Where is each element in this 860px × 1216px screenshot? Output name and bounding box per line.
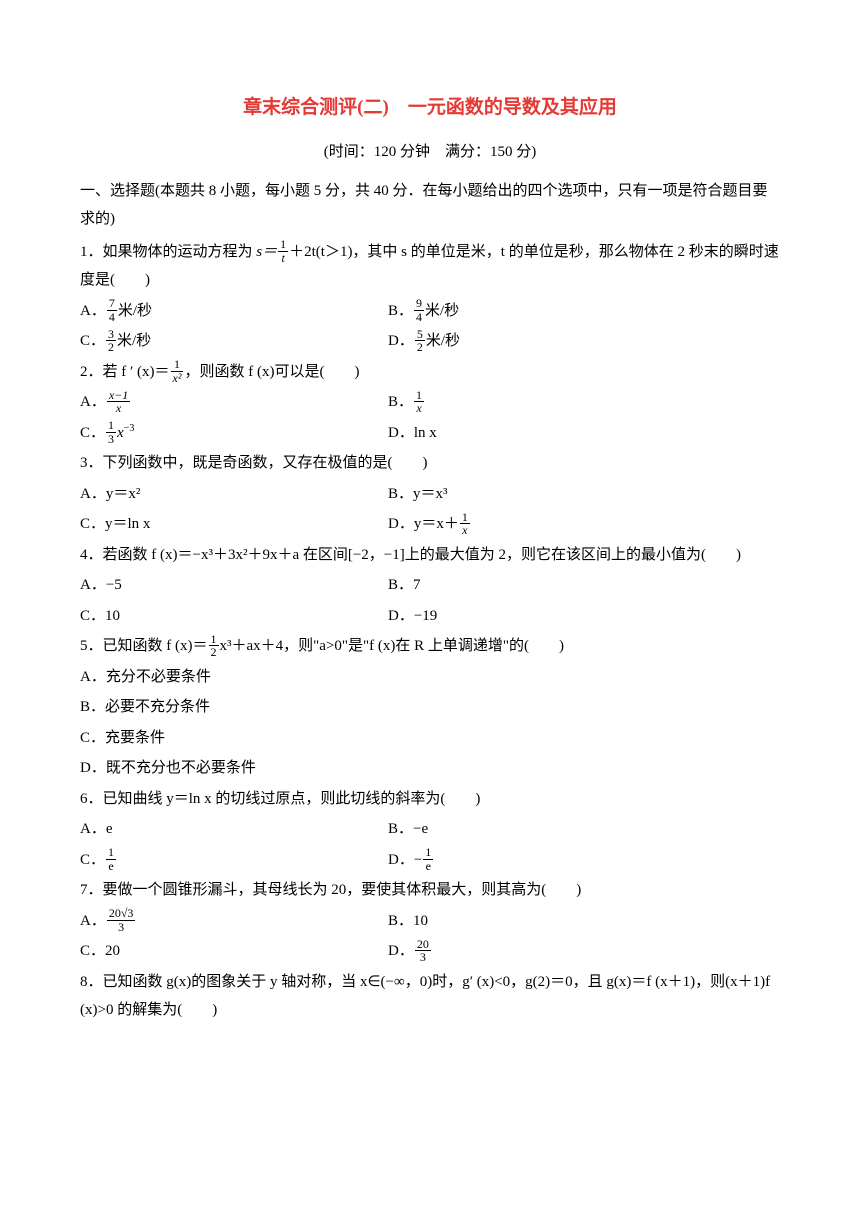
q7-option-c: C．20: [80, 937, 388, 966]
question-4: 4．若函数 f (x)＝−x³＋3x²＋9x＋a 在区间[−2，−1]上的最大值…: [80, 541, 780, 570]
q1-s: s＝: [256, 244, 277, 260]
q4-option-c: C．10: [80, 602, 388, 631]
question-5: 5．已知函数 f (x)＝12x³＋ax＋4，则"a>0"是"f (x)在 R …: [80, 632, 780, 661]
q5-option-b: B．必要不充分条件: [80, 693, 780, 722]
q5-option-a: A．充分不必要条件: [80, 663, 780, 692]
q7-option-a: A．20√33: [80, 907, 388, 936]
q4-option-b: B．7: [388, 571, 780, 600]
q7-options-row2: C．20 D．203: [80, 937, 780, 966]
q1-option-b: B．94米/秒: [388, 297, 780, 326]
q2-option-c: C．13x−3: [80, 419, 388, 448]
q4-options-row2: C．10 D．−19: [80, 602, 780, 631]
q7-option-d: D．203: [388, 937, 780, 966]
question-8: 8．已知函数 g(x)的图象关于 y 轴对称，当 x∈(−∞，0)时，g′ (x…: [80, 968, 780, 1025]
q4-option-d: D．−19: [388, 602, 780, 631]
question-1: 1．如果物体的运动方程为 s＝1t＋2t(t＞1)，其中 s 的单位是米，t 的…: [80, 238, 780, 295]
q5-option-d: D．既不充分也不必要条件: [80, 754, 780, 783]
q2-option-b: B．1x: [388, 388, 780, 417]
q6-option-c: C．1e: [80, 846, 388, 875]
q5-option-c: C．充要条件: [80, 724, 780, 753]
q2-options-row2: C．13x−3 D．ln x: [80, 419, 780, 448]
section-1-intro: 一、选择题(本题共 8 小题，每小题 5 分，共 40 分．在每小题给出的四个选…: [80, 177, 780, 234]
q2-options-row1: A．x−1x B．1x: [80, 388, 780, 417]
q6-option-d: D．−1e: [388, 846, 780, 875]
document-title: 章末综合测评(二) 一元函数的导数及其应用: [80, 90, 780, 126]
q3-option-c: C．y＝ln x: [80, 510, 388, 539]
q1-option-a: A．74米/秒: [80, 297, 388, 326]
q1-options-row1: A．74米/秒 B．94米/秒: [80, 297, 780, 326]
q4-options-row1: A．−5 B．7: [80, 571, 780, 600]
q1-frac: 1t: [278, 238, 288, 264]
q7-option-b: B．10: [388, 907, 780, 936]
q3-option-b: B．y＝x³: [388, 480, 780, 509]
q7-options-row1: A．20√33 B．10: [80, 907, 780, 936]
document-subtitle: (时间：120 分钟 满分：150 分): [80, 138, 780, 167]
q6-option-b: B．−e: [388, 815, 780, 844]
q1-options-row2: C．32米/秒 D．52米/秒: [80, 327, 780, 356]
q2-option-d: D．ln x: [388, 419, 780, 448]
q1-text-pre: 1．如果物体的运动方程为: [80, 244, 256, 260]
q1-option-c: C．32米/秒: [80, 327, 388, 356]
question-7: 7．要做一个圆锥形漏斗，其母线长为 20，要使其体积最大，则其高为( ): [80, 876, 780, 905]
question-2: 2．若 f ′ (x)＝1x²，则函数 f (x)可以是( ): [80, 358, 780, 387]
question-6: 6．已知曲线 y＝ln x 的切线过原点，则此切线的斜率为( ): [80, 785, 780, 814]
q3-option-a: A．y＝x²: [80, 480, 388, 509]
q2-option-a: A．x−1x: [80, 388, 388, 417]
q6-options-row1: A．e B．−e: [80, 815, 780, 844]
q4-option-a: A．−5: [80, 571, 388, 600]
q3-option-d: D．y＝x＋1x: [388, 510, 780, 539]
q6-option-a: A．e: [80, 815, 388, 844]
q6-options-row2: C．1e D．−1e: [80, 846, 780, 875]
q1-option-d: D．52米/秒: [388, 327, 780, 356]
q3-options-row1: A．y＝x² B．y＝x³: [80, 480, 780, 509]
question-3: 3．下列函数中，既是奇函数，又存在极值的是( ): [80, 449, 780, 478]
q3-options-row2: C．y＝ln x D．y＝x＋1x: [80, 510, 780, 539]
